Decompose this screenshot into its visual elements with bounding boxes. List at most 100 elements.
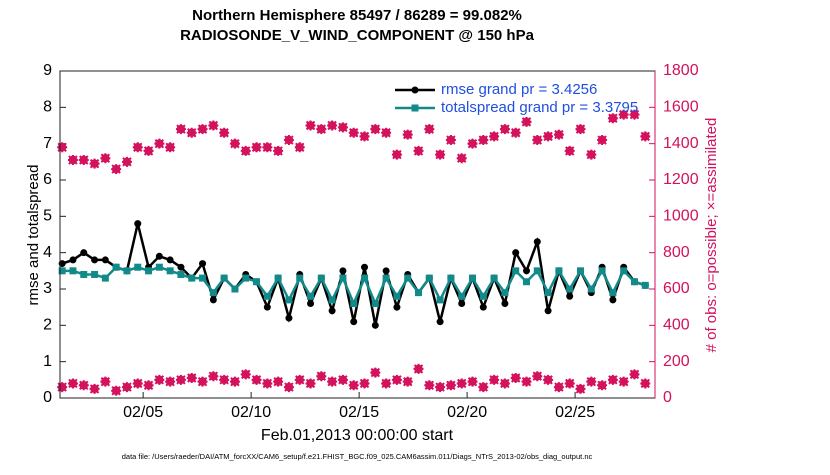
point — [283, 135, 294, 146]
point — [219, 127, 230, 138]
point — [100, 153, 111, 164]
point — [188, 274, 196, 282]
point — [490, 274, 498, 282]
point — [456, 378, 467, 389]
point — [165, 142, 176, 153]
point — [553, 129, 564, 140]
point — [80, 249, 88, 257]
point — [209, 296, 217, 304]
point — [240, 369, 251, 380]
point — [553, 382, 564, 393]
point-cross — [510, 373, 521, 384]
point-cross — [251, 374, 262, 385]
point — [381, 127, 392, 138]
point-cross — [370, 124, 381, 135]
point-cross — [208, 120, 219, 131]
point-cross — [67, 378, 78, 389]
point — [479, 303, 487, 311]
point-cross — [100, 376, 111, 387]
point — [101, 256, 109, 264]
point — [186, 127, 197, 138]
point-cross — [413, 363, 424, 374]
point — [445, 380, 456, 391]
point — [424, 124, 435, 135]
point — [307, 292, 315, 300]
point — [382, 267, 390, 275]
point — [337, 374, 348, 385]
point — [177, 263, 185, 271]
point-cross — [607, 374, 618, 385]
point-cross — [640, 131, 651, 142]
point-cross — [402, 376, 413, 387]
point — [121, 156, 132, 167]
point — [499, 124, 510, 135]
point-cross — [165, 142, 176, 153]
point — [285, 314, 293, 322]
point-cross — [132, 142, 143, 153]
point — [555, 267, 563, 275]
point-cross — [618, 376, 629, 387]
point — [155, 263, 163, 271]
point — [467, 376, 478, 387]
point — [630, 278, 638, 286]
point — [89, 383, 100, 394]
point — [219, 374, 230, 385]
point — [566, 285, 574, 293]
point — [100, 376, 111, 387]
y-tick-label: 0 — [43, 389, 52, 406]
point-cross — [186, 373, 197, 384]
point-cross — [445, 380, 456, 391]
point — [67, 155, 78, 166]
point — [533, 238, 541, 246]
point-cross — [240, 369, 251, 380]
point — [58, 267, 66, 275]
point-cross — [327, 120, 338, 131]
point — [273, 376, 284, 387]
point — [231, 285, 239, 293]
y-tick-label: 2 — [43, 317, 52, 334]
point-cross — [510, 127, 521, 138]
x-axis-label: Feb.01,2013 00:00:00 start — [261, 427, 454, 444]
point — [273, 145, 284, 156]
point — [143, 145, 154, 156]
point-cross — [456, 378, 467, 389]
point — [436, 296, 444, 304]
point-cross — [229, 376, 240, 387]
y-tick-label: 3 — [43, 280, 52, 297]
point-cross — [543, 374, 554, 385]
point — [609, 289, 617, 297]
point — [208, 120, 219, 131]
point — [510, 127, 521, 138]
point — [154, 374, 165, 385]
point — [469, 274, 477, 282]
point — [327, 120, 338, 131]
point — [67, 378, 78, 389]
point — [143, 380, 154, 391]
point-cross — [532, 135, 543, 146]
point-cross — [402, 129, 413, 140]
point-cross — [132, 378, 143, 389]
x-tick-label: 02/05 — [123, 404, 163, 421]
point-cross — [607, 113, 618, 124]
point — [91, 256, 99, 264]
point — [499, 378, 510, 389]
point — [575, 124, 586, 135]
point — [177, 270, 185, 278]
point-cross — [283, 135, 294, 146]
point — [404, 274, 412, 282]
point — [566, 292, 574, 300]
point — [132, 142, 143, 153]
x-tick-label: 02/15 — [339, 404, 379, 421]
point-cross — [467, 376, 478, 387]
point — [402, 129, 413, 140]
point-cross — [175, 124, 186, 135]
point — [121, 382, 132, 393]
point — [543, 131, 554, 142]
point — [359, 378, 370, 389]
y2-tick-label: 1000 — [663, 208, 699, 225]
point — [456, 153, 467, 164]
point — [393, 292, 401, 300]
point-cross — [629, 109, 640, 120]
x-tick-label: 02/10 — [231, 404, 271, 421]
